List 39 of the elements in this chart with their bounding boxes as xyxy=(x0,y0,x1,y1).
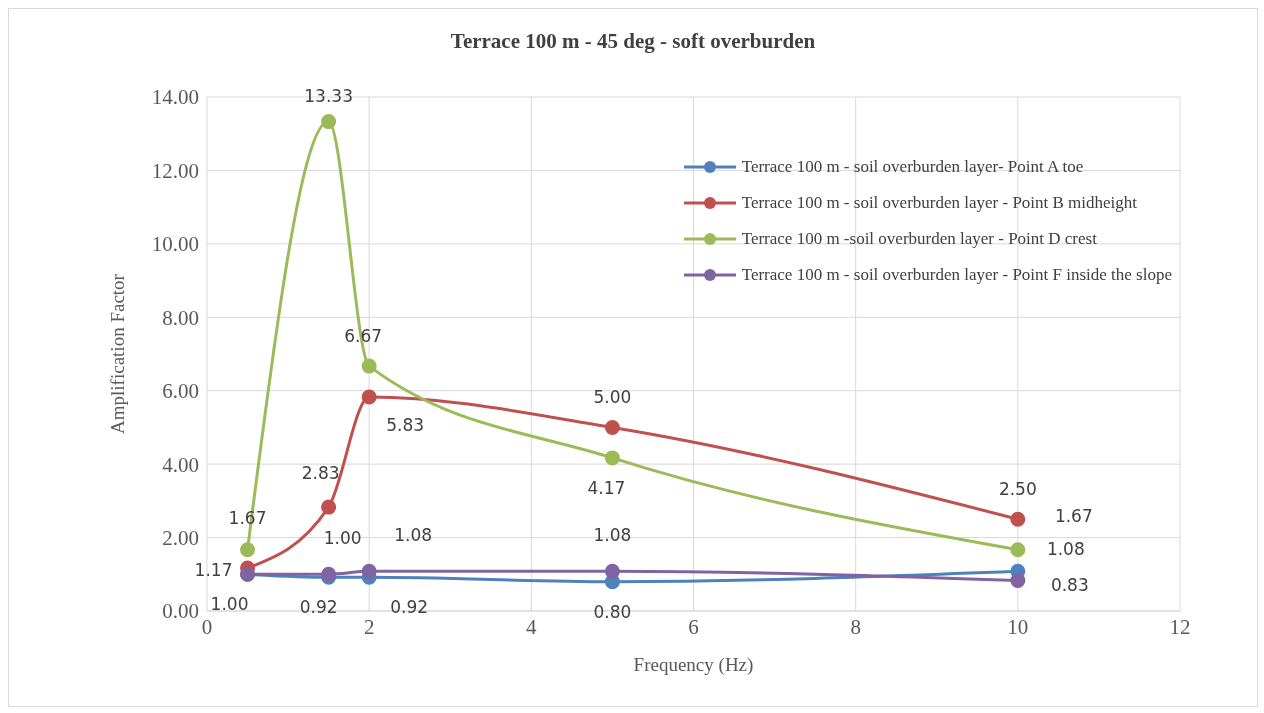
data-label: 5.83 xyxy=(386,414,425,435)
legend-label: Terrace 100 m - soil overburden layer - Point B midheight xyxy=(741,192,1138,214)
data-label: 4.17 xyxy=(587,477,626,498)
data-label: 1.00 xyxy=(210,594,249,615)
data-label: 0.92 xyxy=(390,597,429,618)
data-label: 1.08 xyxy=(1046,539,1085,560)
chart-title: Terrace 100 m - 45 deg - soft overburden xyxy=(449,29,817,54)
data-label: 13.33 xyxy=(304,85,353,106)
y-tick-label: 4.00 xyxy=(162,452,199,477)
x-tick-label: 10 xyxy=(1007,614,1029,639)
data-label: 1.17 xyxy=(194,560,233,581)
y-tick-label: 10.00 xyxy=(151,232,199,257)
data-label: 1.08 xyxy=(394,525,433,546)
legend-label: Terrace 100 m - soil overburden layer- Point A toe xyxy=(741,156,1084,178)
y-tick-label: 14.00 xyxy=(151,85,199,110)
data-label: 0.83 xyxy=(1050,574,1089,595)
y-tick-label: 2.00 xyxy=(162,526,199,551)
data-label: 0.80 xyxy=(593,601,632,622)
x-tick-label: 6 xyxy=(688,614,699,639)
data-label: 1.00 xyxy=(323,528,362,549)
x-tick-label: 12 xyxy=(1169,614,1191,639)
legend-label: Terrace 100 m - soil overburden layer - Point F inside the slope xyxy=(741,264,1172,286)
data-label: 1.08 xyxy=(593,525,632,546)
y-axis-title: Amplification Factor xyxy=(106,273,128,434)
x-tick-label: 0 xyxy=(201,614,213,639)
x-tick-label: 4 xyxy=(526,614,538,639)
x-tick-label: 2 xyxy=(363,614,375,639)
x-axis-title: Frequency (Hz) xyxy=(633,654,754,676)
data-label: 0.92 xyxy=(299,597,338,618)
data-label: 2.83 xyxy=(301,463,340,484)
data-label: 5.00 xyxy=(593,387,632,408)
y-tick-label: 0.00 xyxy=(162,599,199,624)
data-label: 2.50 xyxy=(998,479,1037,500)
y-tick-label: 12.00 xyxy=(151,158,199,183)
x-tick-label: 8 xyxy=(850,614,861,639)
y-tick-label: 6.00 xyxy=(162,379,199,404)
legend-label: Terrace 100 m -soil overburden layer - Point D crest xyxy=(741,228,1097,250)
y-tick-label: 8.00 xyxy=(162,305,199,330)
data-label: 1.67 xyxy=(1054,505,1093,526)
